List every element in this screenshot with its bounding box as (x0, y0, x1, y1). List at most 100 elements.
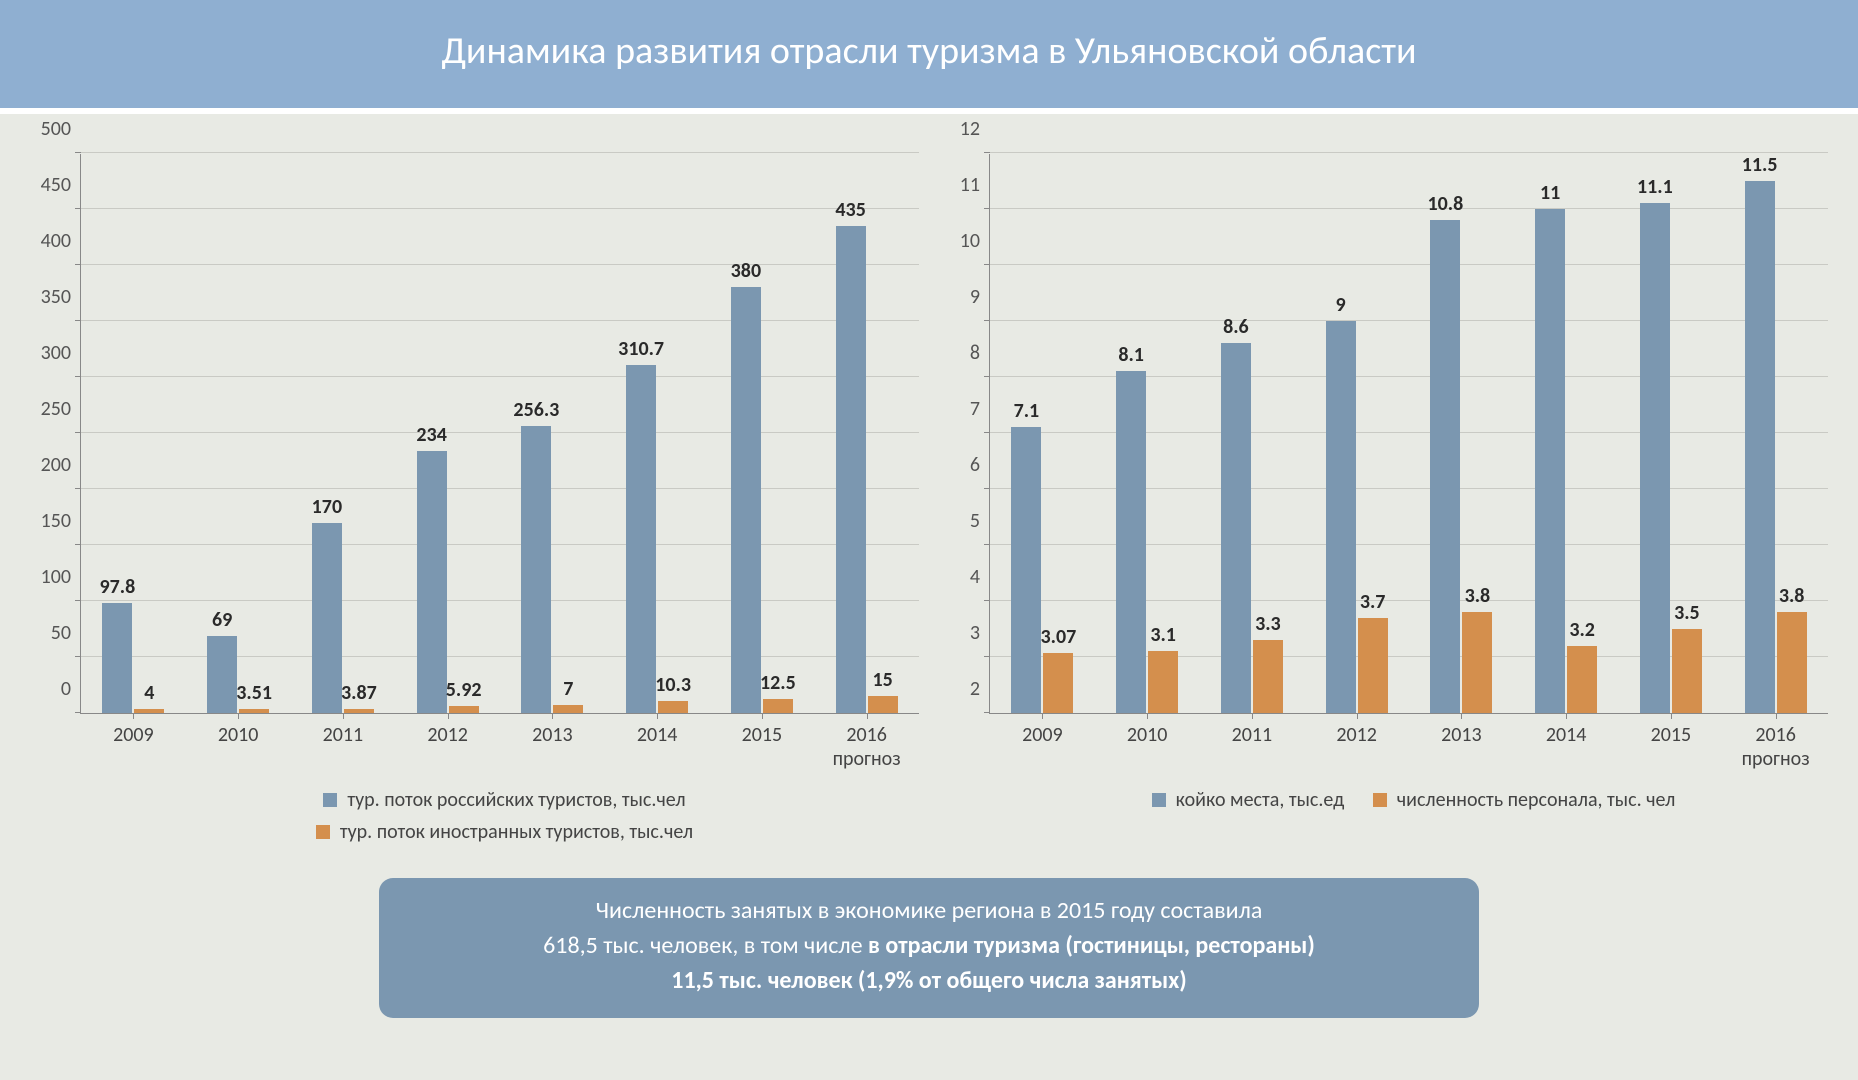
bar-group: 8.13.12010 (1095, 154, 1200, 713)
bar-group: 93.72012 (1304, 154, 1409, 713)
y-axis-label: 400 (41, 229, 81, 253)
bar-value-label: 3.51 (236, 681, 272, 709)
y-axis-label: 250 (41, 397, 81, 421)
bar-series-a: 256.3 (521, 426, 551, 713)
legend-item: тур. поток российских туристов, тыс.чел (323, 788, 685, 812)
bar-value-label: 10.8 (1427, 192, 1463, 220)
bar-series-a: 11.1 (1640, 203, 1670, 713)
bar-value-label: 4 (144, 681, 154, 709)
bar-group: 256.372013 (500, 154, 605, 713)
bar-series-b: 3.8 (1462, 612, 1492, 713)
x-tick (657, 713, 658, 719)
bar-value-label: 435 (835, 198, 865, 226)
bar-series-b: 3.07 (1043, 653, 1073, 713)
charts-container: 05010015020025030035040045050097.8420096… (0, 114, 1858, 858)
y-axis-label: 200 (41, 453, 81, 477)
bar-series-a: 9 (1326, 321, 1356, 713)
bar-series-b: 5.92 (449, 706, 479, 713)
y-axis-label: 11 (960, 173, 990, 197)
bar-group: 8.63.32011 (1200, 154, 1305, 713)
legend-item: численность персонала, тыс. чел (1373, 788, 1676, 812)
y-axis-label: 350 (41, 285, 81, 309)
y-axis-label: 300 (41, 341, 81, 365)
bar-group: 7.13.072009 (990, 154, 1095, 713)
bar-value-label: 256.3 (513, 398, 559, 426)
bar-value-label: 8.6 (1223, 315, 1249, 343)
footer-note: Численность занятых в экономике региона … (379, 878, 1479, 1018)
y-axis-label: 5 (970, 509, 990, 533)
bar-value-label: 7 (563, 677, 573, 705)
x-axis-label: 2016прогноз (1723, 713, 1828, 771)
bar-value-label: 3.2 (1569, 618, 1595, 646)
bar-series-b: 3.3 (1253, 640, 1283, 713)
bar-series-b: 3.8 (1777, 612, 1807, 713)
legend-label: численность персонала, тыс. чел (1397, 788, 1676, 812)
bar-value-label: 7.1 (1014, 399, 1040, 427)
y-axis-label: 12 (960, 117, 990, 141)
bar-value-label: 3.8 (1465, 584, 1491, 612)
x-tick (238, 713, 239, 719)
bar-value-label: 11.1 (1637, 175, 1673, 203)
legend-label: тур. поток иностранных туристов, тыс.чел (340, 820, 693, 844)
legend-swatch-icon (1373, 793, 1387, 807)
bar-group: 693.512010 (186, 154, 291, 713)
bar-value-label: 97.8 (99, 575, 135, 603)
bar-group: 11.13.52015 (1619, 154, 1724, 713)
x-tick (867, 713, 868, 719)
chart-right-plot: 234567891011127.13.0720098.13.120108.63.… (989, 154, 1828, 714)
bar-series-b: 7 (553, 705, 583, 713)
x-tick (552, 713, 553, 719)
y-axis-label: 7 (970, 397, 990, 421)
bar-value-label: 3.07 (1040, 625, 1076, 653)
x-tick (1461, 713, 1462, 719)
x-tick (762, 713, 763, 719)
legend-swatch-icon (1152, 793, 1166, 807)
bar-series-a: 380 (731, 287, 761, 713)
bars-row: 97.842009693.5120101703.8720112345.92201… (81, 154, 919, 713)
bar-group: 2345.922012 (395, 154, 500, 713)
chart-right: 234567891011127.13.0720098.13.120108.63.… (939, 154, 1828, 848)
bar-group: 11.53.82016прогноз (1723, 154, 1828, 713)
bar-value-label: 310.7 (618, 337, 664, 365)
y-axis-label: 2 (970, 677, 990, 701)
bar-series-a: 8.6 (1221, 343, 1251, 713)
bar-value-label: 170 (312, 495, 342, 523)
bar-value-label: 69 (212, 608, 232, 636)
x-tick (1776, 713, 1777, 719)
x-tick (1671, 713, 1672, 719)
bar-value-label: 3.3 (1255, 612, 1281, 640)
legend-swatch-icon (323, 793, 337, 807)
bar-group: 97.842009 (81, 154, 186, 713)
bar-series-a: 11 (1535, 209, 1565, 713)
bar-value-label: 12.5 (760, 671, 796, 699)
bar-series-a: 7.1 (1011, 427, 1041, 713)
bar-value-label: 5.92 (446, 678, 482, 706)
bar-group: 113.22014 (1514, 154, 1619, 713)
bar-group: 10.83.82013 (1409, 154, 1514, 713)
bar-series-b: 15 (868, 696, 898, 713)
bar-value-label: 3.8 (1779, 584, 1805, 612)
bar-value-label: 11 (1540, 181, 1560, 209)
bar-value-label: 3.5 (1674, 601, 1700, 629)
footer-line: 11,5 тыс. человек (1,9% от общего числа … (409, 964, 1449, 999)
bar-value-label: 234 (416, 423, 446, 451)
bar-value-label: 3.87 (341, 681, 377, 709)
x-tick (1566, 713, 1567, 719)
y-axis-label: 50 (51, 621, 81, 645)
bar-series-a: 10.8 (1430, 220, 1460, 713)
legend-item: тур. поток иностранных туристов, тыс.чел (316, 820, 693, 844)
y-axis-label: 3 (970, 621, 990, 645)
y-axis-label: 8 (970, 341, 990, 365)
chart-left-legend: тур. поток российских туристов, тыс.чел … (90, 784, 919, 848)
chart-left-plot: 05010015020025030035040045050097.8420096… (80, 154, 919, 714)
y-axis-label: 150 (41, 509, 81, 533)
bar-series-b: 3.1 (1148, 651, 1178, 713)
bar-series-b: 10.3 (658, 701, 688, 713)
legend-swatch-icon (316, 825, 330, 839)
bar-group: 38012.52015 (710, 154, 815, 713)
x-tick (1357, 713, 1358, 719)
x-tick (343, 713, 344, 719)
y-axis-label: 10 (960, 229, 990, 253)
bar-value-label: 3.7 (1360, 590, 1386, 618)
x-tick (133, 713, 134, 719)
